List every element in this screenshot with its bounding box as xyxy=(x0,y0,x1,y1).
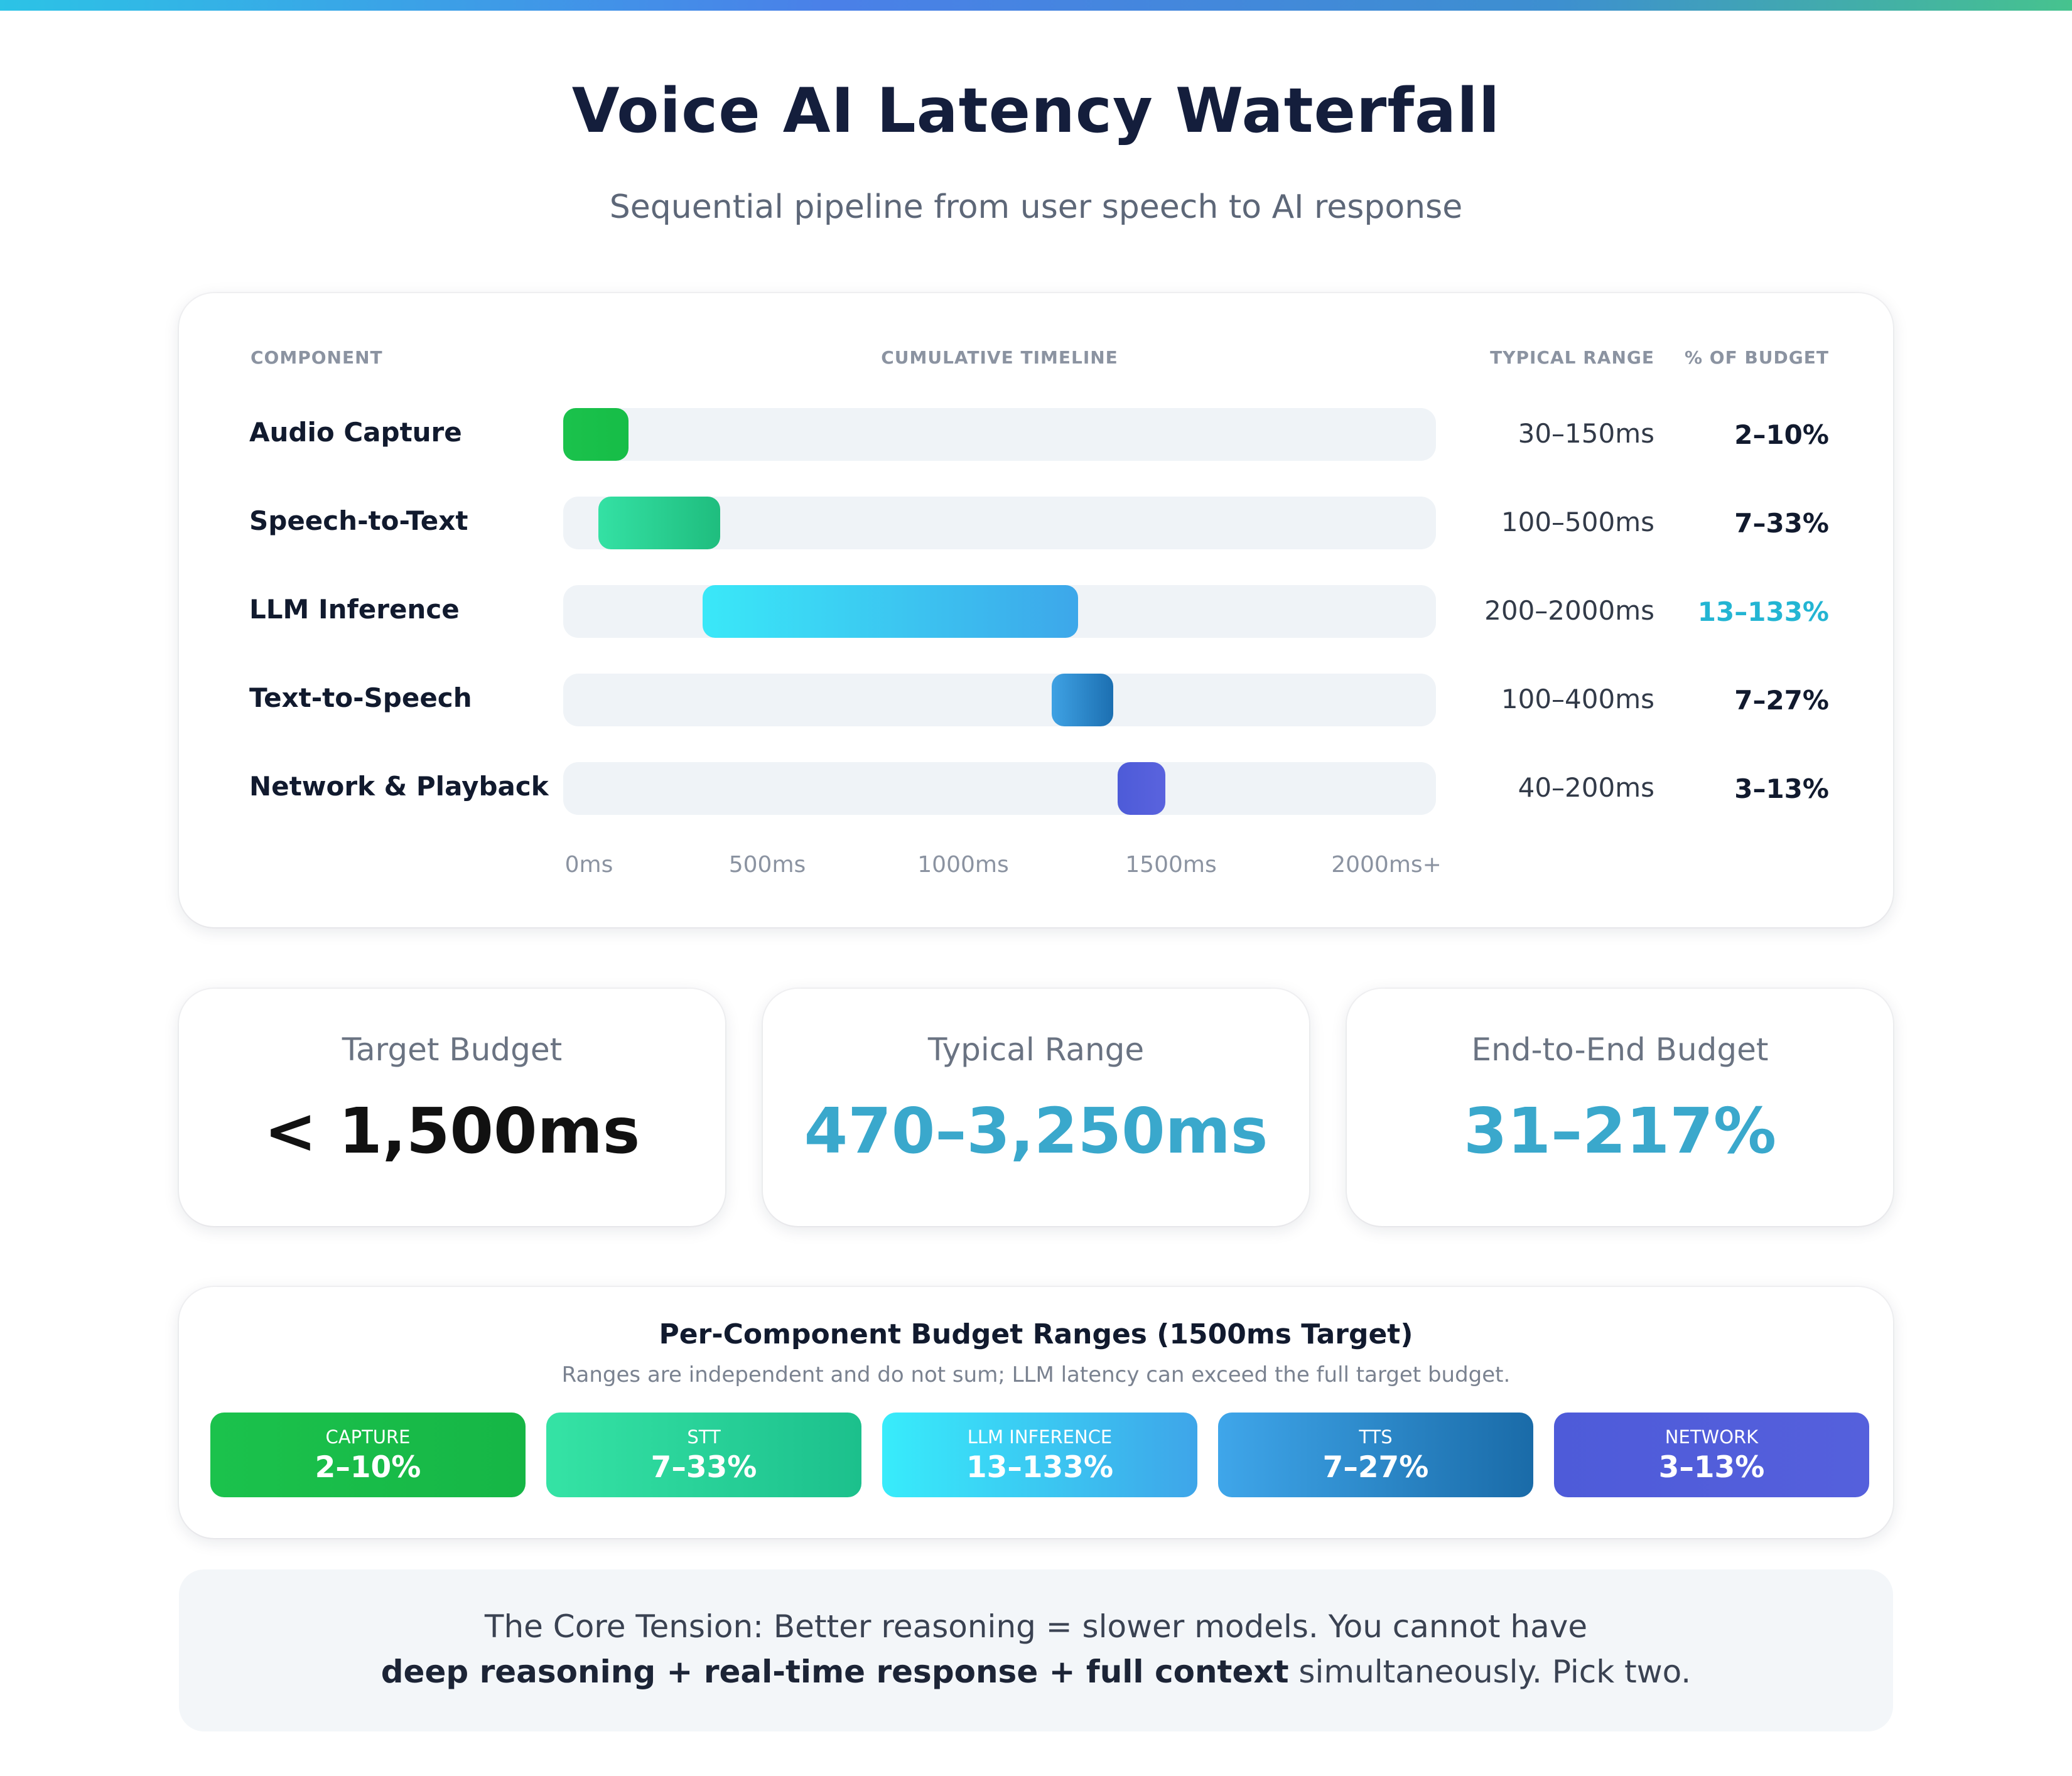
typical-range-value: 40–200ms xyxy=(1518,772,1654,803)
page-title: Voice AI Latency Waterfall xyxy=(571,75,1501,147)
typical-range-value: 100–400ms xyxy=(1501,684,1654,714)
budget-percent-value: 13–133% xyxy=(1697,596,1829,627)
budget-chip: NETWORK 3–13% xyxy=(1554,1413,1869,1497)
chip-value: 3–13% xyxy=(1658,1450,1765,1485)
budget-percent-value: 3–13% xyxy=(1734,773,1829,804)
budget-percent-value: 7–27% xyxy=(1734,685,1829,716)
timeline-bar xyxy=(703,585,1079,638)
budget-chip: TTS 7–27% xyxy=(1218,1413,1533,1497)
tension-bold-text: deep reasoning + real-time response + fu… xyxy=(380,1654,1289,1690)
chip-value: 2–10% xyxy=(315,1450,421,1485)
timeline-track xyxy=(563,762,1436,815)
stat-value: 31–217% xyxy=(1463,1094,1777,1168)
budget-chip: STT 7–33% xyxy=(546,1413,861,1497)
stat-label: End-to-End Budget xyxy=(1471,1031,1769,1068)
timeline-track xyxy=(563,585,1436,638)
x-tick-label: 1500ms xyxy=(1125,852,1217,878)
column-header-timeline: CUMULATIVE TIMELINE xyxy=(881,347,1118,368)
x-tick-label: 500ms xyxy=(728,852,806,878)
column-header-budget: % OF BUDGET xyxy=(1684,347,1829,368)
timeline-bar xyxy=(1052,674,1113,726)
typical-range-value: 30–150ms xyxy=(1518,418,1654,449)
budget-chip: CAPTURE 2–10% xyxy=(210,1413,526,1497)
row-label: Speech-to-Text xyxy=(249,505,468,536)
x-tick-label: 1000ms xyxy=(917,852,1009,878)
chip-name: LLM INFERENCE xyxy=(967,1426,1113,1448)
budget-percent-value: 2–10% xyxy=(1734,419,1829,450)
tension-line-1: The Core Tension: Better reasoning = slo… xyxy=(484,1608,1588,1645)
chip-name: TTS xyxy=(1359,1426,1393,1448)
timeline-track xyxy=(563,497,1436,549)
chip-value: 7–33% xyxy=(650,1450,757,1485)
stat-card: Target Budget < 1,500ms xyxy=(179,989,725,1226)
typical-range-value: 100–500ms xyxy=(1501,507,1654,537)
page-subtitle: Sequential pipeline from user speech to … xyxy=(609,188,1463,226)
timeline-track xyxy=(563,408,1436,461)
stat-card: Typical Range 470–3,250ms xyxy=(763,989,1309,1226)
stat-card: End-to-End Budget 31–217% xyxy=(1347,989,1893,1226)
budget-chip: LLM INFERENCE 13–133% xyxy=(882,1413,1197,1497)
tension-line-2: deep reasoning + real-time response + fu… xyxy=(179,1654,1893,1690)
core-tension-box: The Core Tension: Better reasoning = slo… xyxy=(179,1569,1893,1731)
column-header-component: COMPONENT xyxy=(251,347,383,368)
row-label: Audio Capture xyxy=(249,417,462,448)
column-header-range: TYPICAL RANGE xyxy=(1490,347,1654,368)
typical-range-value: 200–2000ms xyxy=(1484,595,1654,626)
row-label: LLM Inference xyxy=(249,594,460,625)
chip-value: 13–133% xyxy=(966,1450,1114,1485)
chip-name: NETWORK xyxy=(1665,1426,1759,1448)
timeline-track xyxy=(563,674,1436,726)
stat-value: < 1,500ms xyxy=(264,1094,640,1168)
chip-name: CAPTURE xyxy=(325,1426,411,1448)
top-accent-strip xyxy=(0,0,2072,11)
row-label: Text-to-Speech xyxy=(249,682,472,713)
budget-ranges-card: Per-Component Budget Ranges (1500ms Targ… xyxy=(179,1287,1893,1538)
budget-ranges-subtitle: Ranges are independent and do not sum; L… xyxy=(561,1362,1511,1387)
stat-value: 470–3,250ms xyxy=(804,1094,1268,1168)
row-label: Network & Playback xyxy=(249,771,549,802)
budget-percent-value: 7–33% xyxy=(1734,508,1829,539)
tension-rest-text: simultaneously. Pick two. xyxy=(1288,1654,1692,1690)
timeline-bar xyxy=(1117,762,1166,815)
timeline-bar xyxy=(563,408,629,461)
x-tick-label: 0ms xyxy=(564,852,613,878)
chip-value: 7–27% xyxy=(1322,1450,1429,1485)
stat-label: Target Budget xyxy=(342,1031,563,1068)
x-tick-label: 2000ms+ xyxy=(1331,852,1442,878)
chip-name: STT xyxy=(687,1426,721,1448)
timeline-bar xyxy=(598,497,721,549)
budget-ranges-title: Per-Component Budget Ranges (1500ms Targ… xyxy=(659,1318,1413,1350)
stat-label: Typical Range xyxy=(927,1031,1145,1068)
